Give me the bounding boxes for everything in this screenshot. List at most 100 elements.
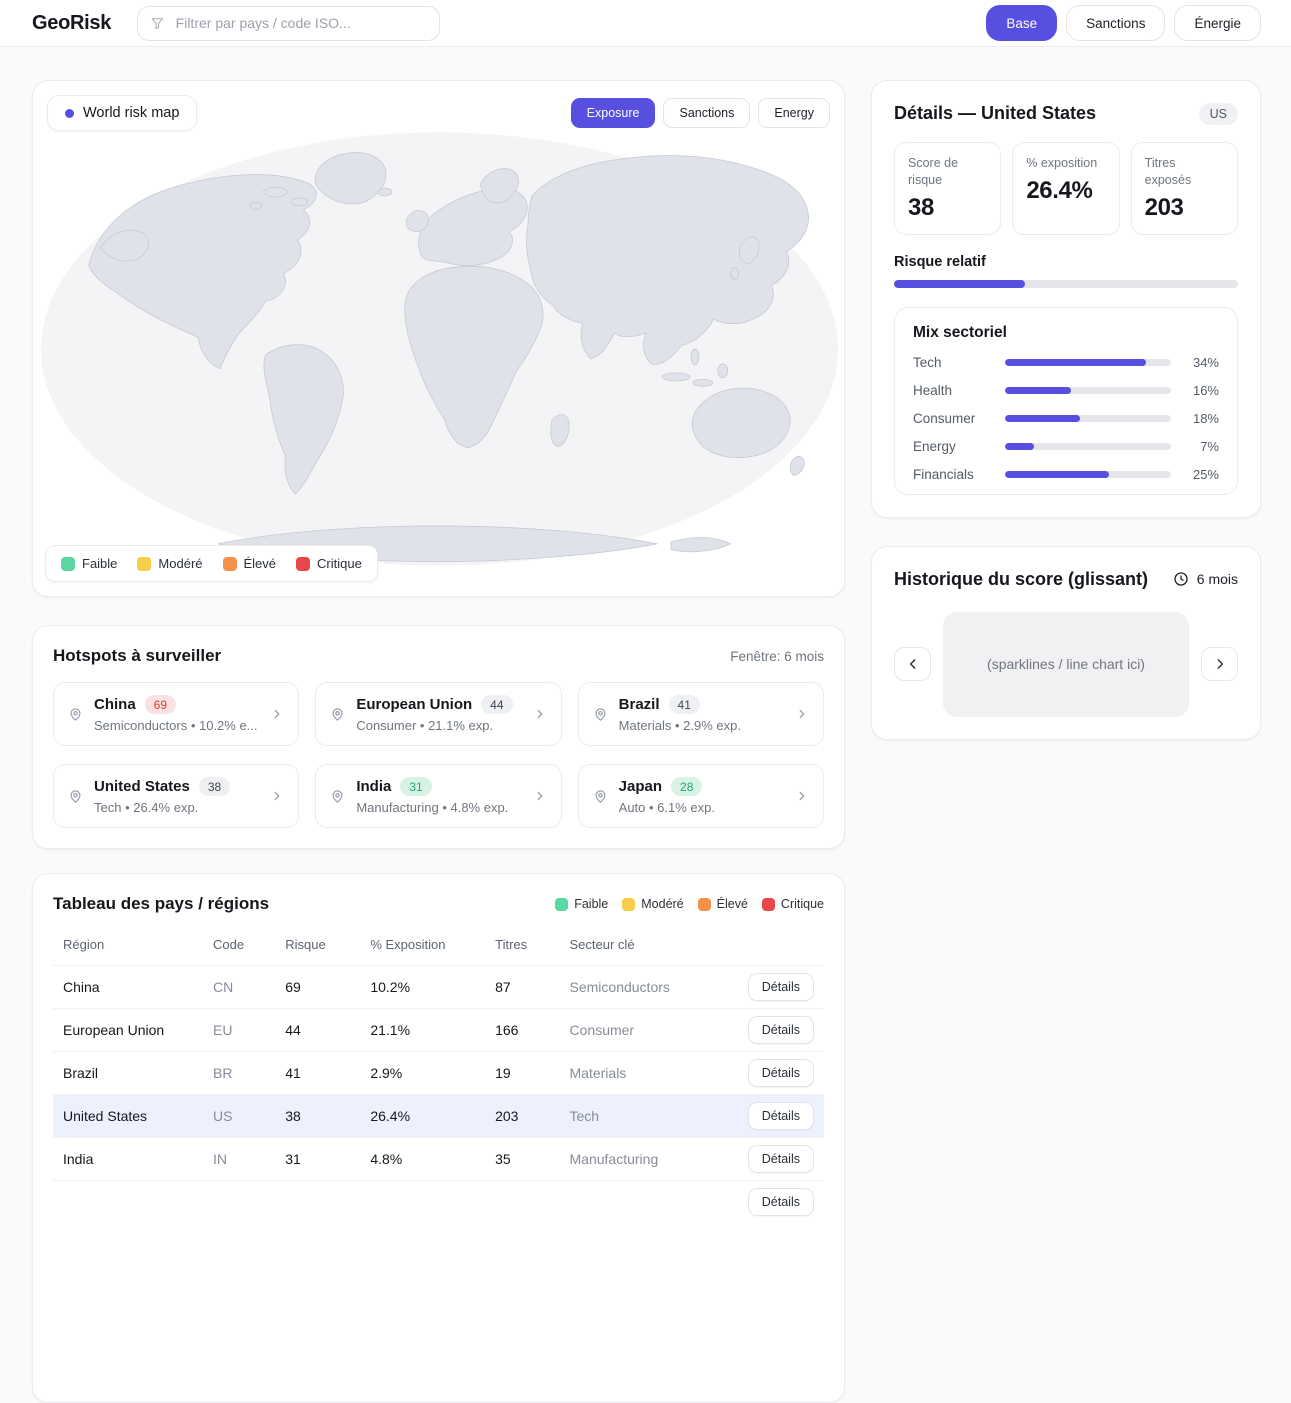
legend-swatch-lev [697, 897, 711, 911]
table-row-india: India IN 31 4.8% 35 Manufacturing Détails [53, 1137, 824, 1181]
legend-swatch-critique [296, 556, 311, 571]
hotspot-card-european-union[interactable]: European Union 44 Consumer • 21.1% exp. [315, 682, 562, 746]
stats-row: Score de risque 38 % exposition 26.4% Titres… [894, 142, 1238, 235]
legend-swatch-lev [222, 556, 237, 571]
cell-titres: 87 [485, 965, 560, 1009]
hotspot-name: United States [94, 778, 190, 795]
hotspot-subtitle: Tech • 26.4% exp. [94, 800, 199, 815]
cell-sector [559, 1180, 732, 1224]
cell-titres [485, 1180, 560, 1224]
table-legend-item-critique: Critique [761, 897, 824, 911]
map-legend-item-lev: Élevé [222, 556, 276, 571]
hotspot-name: European Union [356, 696, 473, 713]
map-pill-dot-icon [65, 108, 74, 118]
map-legend-item-mod-r: Modéré [137, 556, 203, 571]
cell-exposure: 21.1% [360, 1008, 486, 1052]
country-code-badge: US [1198, 103, 1238, 125]
header-button-nergie[interactable]: Énergie [1174, 5, 1261, 41]
hotspot-subtitle: Semiconductors • 10.2% e... [94, 718, 258, 733]
hotspot-body: United States 38 Tech • 26.4% exp. [94, 777, 259, 815]
details-button[interactable]: Détails [747, 1145, 814, 1173]
details-button[interactable]: Détails [747, 1016, 814, 1044]
cell-region [53, 1180, 204, 1224]
cell-titres: 166 [485, 1008, 560, 1052]
cell-code: EU [203, 1008, 276, 1052]
chevron-right-icon [537, 791, 543, 801]
hotspot-card-japan[interactable]: Japan 28 Auto • 6.1% exp. [577, 764, 824, 828]
header-button-base[interactable]: Base [986, 5, 1058, 41]
sector-bar-track [1005, 386, 1171, 394]
column-header-r-gion: Région [63, 937, 105, 952]
table-row-china: China CN 69 10.2% 87 Semiconductors Détails [53, 965, 824, 1009]
main-content: World risk map Exposure Sanctions Energy [0, 47, 1291, 1403]
history-prev-button[interactable] [894, 647, 931, 682]
sector-percent: 16% [1192, 382, 1219, 398]
table-header: Tableau des pays / régions Faible Modéré É… [53, 894, 824, 914]
stat-label: Titres exposés [1144, 156, 1192, 187]
chevron-left-icon [909, 659, 915, 670]
details-header: Détails — United States US [894, 103, 1238, 125]
history-title: Historique du score (glissant) [894, 568, 1149, 589]
map-layer-button-exposure[interactable]: Exposure [570, 98, 656, 128]
sector-bar-fill [1005, 470, 1109, 478]
cell-code: US [203, 1094, 276, 1138]
sector-bar-fill [1005, 358, 1147, 366]
app-logo: GeoRisk [32, 11, 112, 34]
map-legend: Faible Modéré Élevé Critique [45, 545, 378, 582]
cell-risk: 38 [275, 1094, 361, 1138]
cell-actions: Détails [731, 1180, 824, 1224]
sector-bar-fill [1005, 414, 1080, 422]
hotspot-body: China 69 Semiconductors • 10.2% e... [94, 695, 259, 733]
table-title: Tableau des pays / régions [53, 894, 270, 913]
hotspot-card-india[interactable]: India 31 Manufacturing • 4.8% exp. [315, 764, 562, 828]
sector-bar-track [1005, 414, 1171, 422]
cell-region: European Union [53, 1008, 204, 1052]
chevron-right-icon [274, 709, 280, 719]
map-legend-item-critique: Critique [296, 556, 362, 571]
chevron-right-icon [1217, 659, 1223, 670]
map-pin-icon [595, 707, 606, 721]
details-button[interactable]: Détails [747, 1059, 814, 1087]
hotspot-body: India 31 Manufacturing • 4.8% exp. [356, 777, 521, 815]
cell-region: India [53, 1137, 204, 1181]
cell-region: Brazil [53, 1051, 204, 1095]
details-button[interactable]: Détails [747, 1102, 814, 1130]
countries-table-card: Tableau des pays / régions Faible Modéré É… [32, 873, 845, 1403]
header-button-sanctions[interactable]: Sanctions [1066, 5, 1166, 41]
cell-sector: Manufacturing [559, 1137, 732, 1181]
cell-risk: 44 [275, 1008, 361, 1052]
hotspot-grid: China 69 Semiconductors • 10.2% e... Europe… [53, 682, 824, 828]
map-layer-button-sanctions[interactable]: Sanctions [663, 98, 751, 128]
details-button[interactable]: Détails [747, 973, 814, 1001]
hotspot-score-badge: 38 [198, 777, 231, 796]
column-header-secteur-cl: Secteur clé [569, 937, 635, 952]
hotspot-card-united-states[interactable]: United States 38 Tech • 26.4% exp. [53, 764, 300, 828]
history-next-button[interactable] [1201, 647, 1238, 682]
hotspot-name: India [356, 778, 392, 795]
details-button[interactable]: Détails [747, 1188, 814, 1217]
cell-risk: 41 [275, 1051, 361, 1095]
hotspot-card-brazil[interactable]: Brazil 41 Materials • 2.9% exp. [577, 682, 824, 746]
cell-actions: Détails [731, 1008, 824, 1052]
hotspot-card-china[interactable]: China 69 Semiconductors • 10.2% e... [53, 682, 300, 746]
cell-sector: Semiconductors [559, 965, 732, 1009]
relative-risk-label: Risque relatif [894, 253, 986, 270]
world-risk-map[interactable] [39, 125, 840, 587]
map-pin-icon [332, 789, 343, 803]
stat-value: 38 [908, 193, 934, 221]
table-row-united-states: United States US 38 26.4% 203 Tech Détails [53, 1094, 824, 1138]
table-legend-item-faible: Faible [555, 897, 608, 911]
search-input[interactable] [173, 14, 428, 32]
sector-bar-track [1005, 442, 1171, 450]
countries-table: Région Code Risque % Exposition Titres Secteu… [53, 924, 824, 1224]
hotspot-name: Brazil [618, 696, 660, 713]
legend-swatch-faible [61, 556, 75, 571]
legend-swatch-mod-r [137, 556, 152, 571]
cell-sector: Consumer [559, 1008, 732, 1052]
cell-risk: 31 [275, 1137, 361, 1181]
map-layer-button-energy[interactable]: Energy [758, 98, 830, 128]
hotspot-body: European Union 44 Consumer • 21.1% exp. [356, 695, 521, 733]
stat-label: % exposition [1026, 156, 1098, 170]
hotspot-score-badge: 28 [671, 777, 703, 796]
